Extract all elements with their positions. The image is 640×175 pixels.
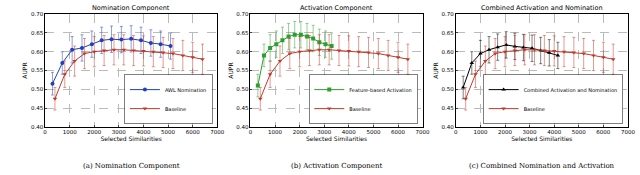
svg-text:2000: 2000 [87, 129, 101, 135]
svg-text:0.40: 0.40 [31, 124, 44, 130]
svg-text:0.65: 0.65 [442, 30, 455, 36]
svg-text:2000: 2000 [498, 129, 512, 135]
svg-text:3000: 3000 [523, 129, 537, 135]
svg-text:0.40: 0.40 [236, 124, 249, 130]
svg-text:Combined Activation and Nomina: Combined Activation and Nomination [481, 4, 603, 12]
svg-text:4000: 4000 [342, 129, 356, 135]
svg-text:Selected Similarities: Selected Similarities [101, 135, 162, 142]
svg-text:1000: 1000 [473, 129, 487, 135]
svg-text:AWL Nomination: AWL Nomination [165, 87, 206, 93]
svg-text:0: 0 [249, 129, 253, 135]
svg-text:0.50: 0.50 [31, 86, 44, 92]
svg-text:0.40: 0.40 [442, 124, 455, 130]
svg-text:0.45: 0.45 [31, 105, 44, 111]
svg-text:0.60: 0.60 [236, 49, 249, 55]
svg-text:6000: 6000 [391, 129, 405, 135]
svg-text:6000: 6000 [186, 129, 200, 135]
svg-text:0.45: 0.45 [442, 105, 455, 111]
svg-text:Selected Similarities: Selected Similarities [306, 135, 367, 142]
svg-text:0.70: 0.70 [31, 11, 44, 17]
svg-text:(c) Combined Nomination and Ac: (c) Combined Nomination and Activation [469, 162, 615, 170]
svg-text:0.55: 0.55 [236, 67, 249, 73]
svg-text:0: 0 [454, 129, 458, 135]
svg-text:(b) Activation Component: (b) Activation Component [291, 162, 382, 170]
svg-text:0.65: 0.65 [31, 30, 44, 36]
svg-text:2000: 2000 [293, 129, 307, 135]
svg-text:Baseline: Baseline [165, 106, 186, 112]
svg-text:4000: 4000 [547, 129, 561, 135]
svg-text:Baseline: Baseline [524, 106, 545, 112]
svg-text:4000: 4000 [136, 129, 150, 135]
svg-text:5000: 5000 [161, 129, 175, 135]
svg-text:0.70: 0.70 [442, 11, 455, 17]
svg-text:AUPR: AUPR [21, 62, 28, 78]
svg-text:1000: 1000 [63, 129, 77, 135]
svg-text:0.50: 0.50 [442, 86, 455, 92]
svg-text:Selected Similarities: Selected Similarities [511, 135, 572, 142]
svg-text:0.65: 0.65 [236, 30, 249, 36]
svg-text:3000: 3000 [112, 129, 126, 135]
svg-text:5000: 5000 [572, 129, 586, 135]
svg-text:0.55: 0.55 [442, 67, 455, 73]
svg-text:0.60: 0.60 [442, 49, 455, 55]
svg-text:0.45: 0.45 [236, 105, 249, 111]
svg-text:3000: 3000 [317, 129, 331, 135]
svg-text:1000: 1000 [268, 129, 282, 135]
svg-text:Baseline: Baseline [349, 106, 370, 112]
svg-text:5000: 5000 [366, 129, 380, 135]
svg-text:7000: 7000 [416, 129, 430, 135]
svg-text:0: 0 [43, 129, 47, 135]
svg-text:6000: 6000 [596, 129, 610, 135]
svg-text:AUPR: AUPR [432, 62, 439, 78]
svg-text:0.50: 0.50 [236, 86, 249, 92]
svg-text:Activation Component: Activation Component [300, 4, 373, 12]
svg-text:7000: 7000 [621, 129, 635, 135]
svg-text:7000: 7000 [210, 129, 224, 135]
svg-text:Nomination Component: Nomination Component [92, 4, 170, 12]
svg-text:0.70: 0.70 [236, 11, 249, 17]
svg-text:(a) Nomination Component: (a) Nomination Component [83, 162, 180, 170]
svg-text:AUPR: AUPR [227, 62, 234, 78]
svg-text:Feature-based Activation: Feature-based Activation [349, 87, 411, 93]
svg-text:0.60: 0.60 [31, 49, 44, 55]
svg-text:0.55: 0.55 [31, 67, 44, 73]
svg-text:Combined Activation and Nomina: Combined Activation and Nomination [524, 87, 617, 93]
